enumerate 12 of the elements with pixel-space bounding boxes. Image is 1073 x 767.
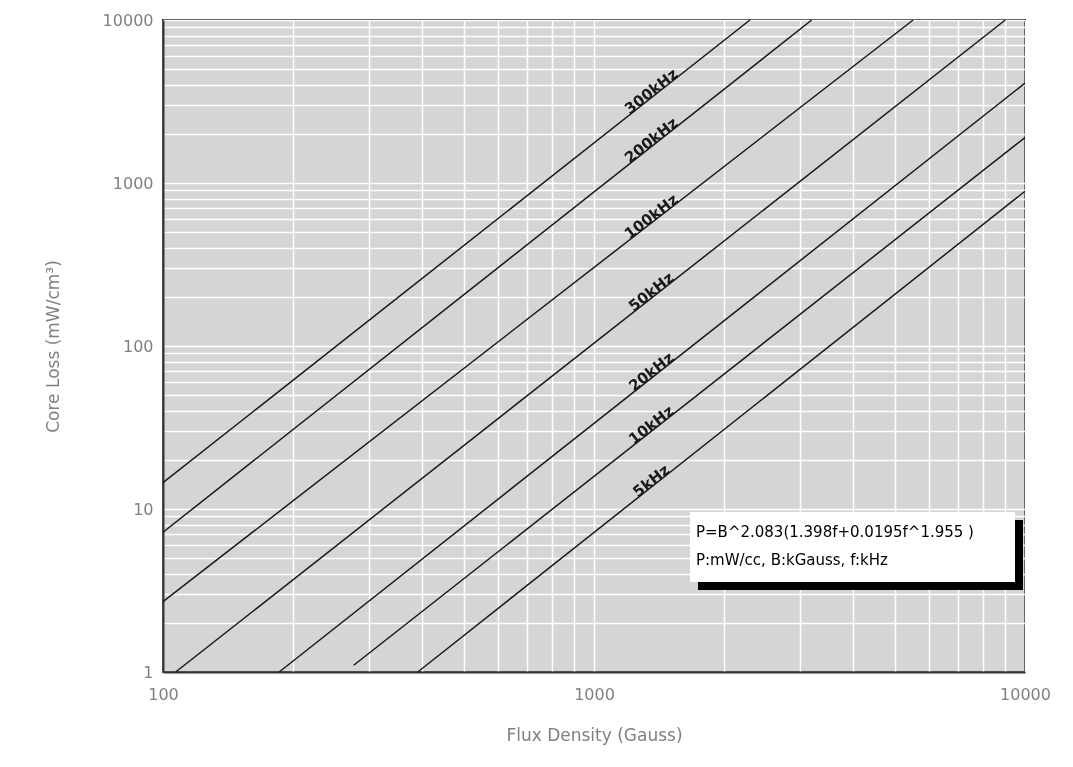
y-tick-label: 100 — [122, 336, 154, 356]
annotation: P:mW/cc, B:kGauss, f:kHz — [696, 551, 888, 569]
y-tick-label: 10000 — [102, 10, 154, 30]
x-tick-label: 100 — [148, 684, 179, 704]
x-axis-title: Flux Density (Gauss) — [506, 724, 683, 745]
y-tick-label: 1000 — [112, 173, 154, 193]
y-tick-label: 1 — [143, 662, 154, 682]
x-tick-label: 10000 — [1000, 684, 1051, 704]
x-tick-label: 1000 — [574, 684, 615, 704]
y-tick-label: 10 — [133, 499, 154, 519]
annotation: P=B^2.083(1.398f+0.0195f^1.955 ) — [696, 523, 974, 541]
y-axis-title: Core Loss (mW/cm³) — [42, 260, 63, 433]
